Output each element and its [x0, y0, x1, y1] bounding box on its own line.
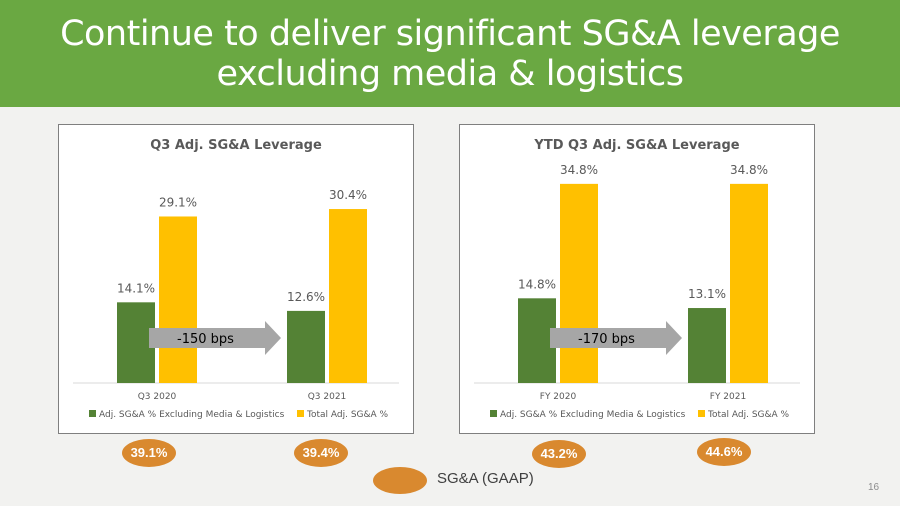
bar-adj-excl — [688, 308, 726, 383]
data-label: 34.8% — [560, 163, 598, 177]
bar-adj-excl — [518, 298, 556, 383]
x-tick-label: Q3 2020 — [138, 392, 177, 402]
x-tick-label: FY 2021 — [710, 392, 746, 402]
legend-label-adj-excl: Adj. SG&A % Excluding Media & Logistics — [500, 410, 686, 420]
chart-panel-q3: Q3 Adj. SG&A Leverage 14.1% 29.1% Q3 2020 12… — [58, 124, 414, 434]
legend-swatch-total-adj — [297, 410, 304, 417]
bar-total-adj — [560, 183, 598, 383]
gaap-badge-fy-2020: 43.2% — [532, 440, 586, 468]
title-banner: Continue to deliver significant SG&A lev… — [0, 0, 900, 107]
bar-adj-excl — [117, 302, 155, 383]
page-number: 16 — [868, 482, 880, 493]
chart-panel-ytd: YTD Q3 Adj. SG&A Leverage 14.8% 34.8% FY 20… — [459, 124, 815, 434]
data-label: 29.1% — [159, 195, 197, 209]
leverage-arrow — [550, 321, 682, 355]
data-label: 34.8% — [730, 163, 768, 177]
bar-total-adj — [329, 209, 367, 383]
slide-title: Continue to deliver significant SG&A lev… — [60, 14, 840, 94]
x-tick-label: FY 2020 — [540, 392, 577, 402]
x-tick-label: Q3 2021 — [308, 392, 347, 402]
data-label: 14.1% — [117, 281, 155, 295]
data-label: 14.8% — [518, 277, 556, 291]
bar-total-adj — [159, 216, 197, 383]
leverage-arrow — [149, 321, 281, 355]
legend-swatch-adj-excl — [89, 410, 96, 417]
legend-label-total-adj: Total Adj. SG&A % — [306, 410, 389, 420]
gaap-badge-q3-2021: 39.4% — [294, 439, 348, 467]
bar-total-adj — [730, 183, 768, 383]
chart-title: Q3 Adj. SG&A Leverage — [150, 138, 322, 153]
legend-label-total-adj: Total Adj. SG&A % — [707, 410, 790, 420]
gaap-badge-q3-2020: 39.1% — [122, 439, 176, 467]
leverage-annotation: -150 bps — [177, 332, 234, 347]
gaap-legend-swatch — [373, 467, 427, 494]
gaap-legend-label: SG&A (GAAP) — [437, 470, 534, 487]
leverage-annotation: -170 bps — [578, 332, 635, 347]
chart-svg: Q3 Adj. SG&A Leverage 14.1% 29.1% Q3 2020 12… — [73, 138, 399, 420]
legend-label-adj-excl: Adj. SG&A % Excluding Media & Logistics — [99, 410, 285, 420]
gaap-badge-fy-2021: 44.6% — [697, 438, 751, 466]
legend-swatch-total-adj — [698, 410, 705, 417]
data-label: 13.1% — [688, 287, 726, 301]
chart-svg: YTD Q3 Adj. SG&A Leverage 14.8% 34.8% FY 20… — [474, 138, 800, 420]
legend-swatch-adj-excl — [490, 410, 497, 417]
data-label: 30.4% — [329, 188, 367, 202]
chart-title: YTD Q3 Adj. SG&A Leverage — [533, 138, 739, 153]
bar-adj-excl — [287, 310, 325, 383]
data-label: 12.6% — [287, 290, 325, 304]
